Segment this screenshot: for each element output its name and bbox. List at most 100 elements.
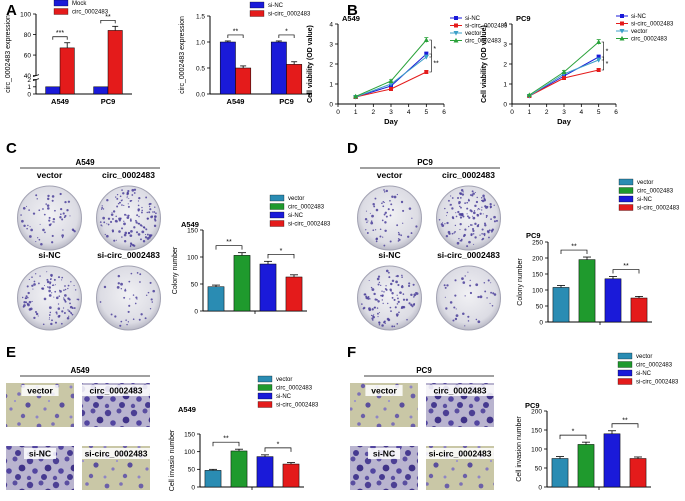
colony-dot (125, 319, 127, 321)
chart-title: A549 (181, 220, 199, 229)
y-axis-label: Colony number (172, 246, 179, 294)
colony-dot (371, 317, 374, 320)
colony-dot (387, 208, 390, 211)
colony-dot (378, 311, 380, 314)
significance-bracket (429, 53, 432, 73)
colony-dot (64, 214, 67, 217)
colony-dot (35, 312, 39, 316)
photo-label: si-NC (29, 449, 51, 459)
colony-dot (479, 234, 481, 236)
legend-label: vector (288, 196, 304, 202)
colony-dot (493, 220, 496, 223)
colony-dot (446, 211, 449, 214)
colony-dot (59, 192, 62, 196)
colony-dot (51, 284, 54, 287)
colony-dot (413, 296, 415, 298)
bar (204, 470, 222, 488)
legend-swatch (53, 0, 69, 7)
legend-label: si-NC (288, 213, 304, 219)
colony-dot (114, 315, 117, 318)
colony-dot (144, 236, 148, 239)
colony-dot (454, 224, 457, 227)
colony-dot (373, 306, 376, 309)
colony-dot (54, 290, 57, 293)
point (619, 29, 625, 34)
colony-dot (389, 199, 391, 202)
colony-dot (396, 193, 399, 196)
colony-dot (461, 277, 464, 280)
colony-dot (381, 219, 384, 222)
colony-dot (383, 201, 385, 203)
colony-dot (473, 243, 475, 245)
x-tick-label: 3 (389, 109, 393, 116)
colony-dot (101, 205, 103, 207)
point (526, 92, 532, 97)
colony-dot (391, 325, 394, 328)
colony-dot (146, 237, 150, 240)
colony-dot (127, 189, 130, 193)
colony-dot (117, 282, 120, 285)
colony-dot (129, 234, 133, 238)
culture-dish (96, 265, 161, 331)
chart-a2: 0.0 0.5 1.0 1.5 circ_0002483 expression ** A54… (179, 1, 312, 106)
colony-dot (468, 240, 471, 244)
significance-label: * (277, 441, 280, 448)
colony-dot (46, 271, 48, 273)
colony-dot (28, 235, 32, 238)
colony-dot (132, 294, 135, 296)
colony-dot (60, 213, 62, 216)
legend-label: si-NC (276, 394, 292, 400)
panel-letter-d: D (347, 140, 358, 157)
colony-dot (62, 307, 65, 309)
x-tick-label: 4 (407, 109, 411, 116)
legend-label: Mock (72, 1, 87, 7)
colony-dot (493, 293, 497, 296)
colony-dot (71, 307, 74, 310)
y-tick-label: 2 (27, 77, 31, 84)
point (424, 52, 429, 56)
legend-label: circ_0002483 (465, 39, 502, 45)
colony-dot (126, 191, 129, 194)
colony-dot (381, 294, 384, 297)
colony-dot (132, 318, 135, 321)
colony-dot (44, 231, 46, 234)
colony-dot (488, 236, 490, 239)
y-tick-label: 100 (184, 449, 195, 456)
colony-dot (471, 193, 473, 195)
colony-dot (466, 201, 469, 204)
colony-dot (123, 233, 127, 237)
colony-dot (472, 192, 475, 195)
legend-swatch (617, 361, 633, 368)
y-tick-label: 4 (503, 21, 507, 28)
colony-dot (466, 207, 469, 210)
colony-dot (63, 216, 66, 219)
bar (604, 278, 622, 323)
label-backdrop (425, 385, 495, 396)
colony-dot (445, 234, 449, 238)
significance-bracket (52, 36, 68, 40)
colony-dot (61, 234, 64, 238)
colony-dot (23, 301, 26, 304)
colony-dot (481, 206, 483, 208)
panel-letter-f: F (347, 344, 356, 361)
bar (233, 255, 251, 312)
chart-d: 0 50 100 150 200 250 Colony number PC9 ** ** vecto… (517, 178, 680, 326)
colony-dot (126, 197, 128, 199)
colony-dot (438, 218, 441, 221)
colony-dot (389, 214, 392, 217)
y-tick-label: 60 (24, 52, 32, 59)
colony-dot (467, 199, 471, 202)
significance-label: * (606, 61, 609, 68)
y-tick-label: 0 (538, 484, 542, 491)
colony-dot (126, 323, 128, 326)
colony-dot (476, 224, 480, 228)
colony-dot (469, 291, 473, 295)
colony-dot (459, 205, 461, 208)
colony-dot (367, 295, 370, 298)
colony-dot (122, 192, 125, 195)
colony-dot (155, 212, 157, 215)
x-tick-label: 2 (545, 109, 549, 116)
colony-dot (41, 287, 45, 290)
colony-dot (131, 188, 135, 192)
colony-dot (383, 191, 386, 193)
